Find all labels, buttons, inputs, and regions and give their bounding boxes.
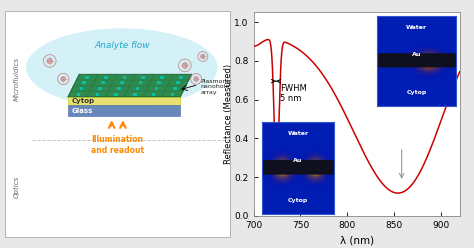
Bar [120, 81, 124, 85]
Circle shape [61, 76, 66, 82]
Bar [82, 81, 86, 85]
Bar [173, 87, 177, 90]
Text: Analyte flow: Analyte flow [94, 41, 150, 50]
Bar [155, 87, 158, 90]
Bar [136, 87, 139, 90]
Polygon shape [68, 105, 180, 116]
Bar [176, 81, 180, 85]
Text: FWHM
5 nm: FWHM 5 nm [280, 84, 307, 103]
Bar [114, 93, 118, 96]
Bar [179, 76, 182, 79]
Text: Microfluidics: Microfluidics [14, 57, 20, 101]
Bar [139, 81, 142, 85]
Circle shape [194, 77, 199, 81]
Circle shape [201, 54, 205, 59]
Bar [171, 93, 174, 96]
Bar [101, 81, 105, 85]
Bar [80, 87, 83, 90]
Polygon shape [68, 97, 180, 105]
Circle shape [182, 63, 188, 68]
Bar [160, 76, 164, 79]
X-axis label: λ (nm): λ (nm) [340, 235, 374, 245]
Bar [85, 76, 89, 79]
Text: Plasmonic
nanohole
array: Plasmonic nanohole array [201, 79, 232, 95]
Text: Illumination
and readout: Illumination and readout [91, 135, 144, 155]
Bar [152, 93, 155, 96]
Polygon shape [68, 74, 191, 97]
Bar [117, 87, 121, 90]
Bar [142, 76, 145, 79]
Bar [98, 87, 102, 90]
Bar [157, 81, 161, 85]
Text: Cytop: Cytop [71, 98, 94, 104]
Bar [77, 93, 81, 96]
Y-axis label: Reflectance (Measured): Reflectance (Measured) [224, 64, 233, 164]
Ellipse shape [26, 28, 218, 107]
Bar [123, 76, 127, 79]
Bar [104, 76, 108, 79]
Bar [96, 93, 99, 96]
Text: Glass: Glass [71, 108, 92, 114]
Bar [133, 93, 137, 96]
Circle shape [47, 58, 53, 64]
Text: Optics: Optics [14, 176, 20, 198]
